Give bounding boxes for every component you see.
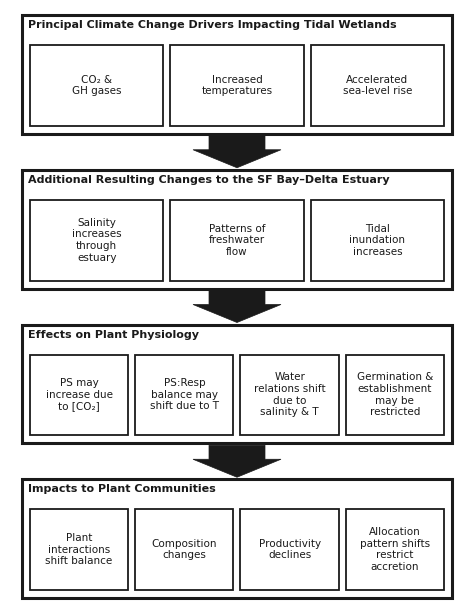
Text: PS:Resp
balance may
shift due to T: PS:Resp balance may shift due to T bbox=[150, 378, 219, 412]
Text: Patterns of
freshwater
flow: Patterns of freshwater flow bbox=[209, 224, 265, 257]
Bar bbox=[22, 325, 452, 443]
Bar bbox=[170, 200, 304, 280]
Text: PS may
increase due
to [CO₂]: PS may increase due to [CO₂] bbox=[46, 378, 113, 412]
Text: Accelerated
sea-level rise: Accelerated sea-level rise bbox=[343, 75, 412, 96]
Text: Principal Climate Change Drivers Impacting Tidal Wetlands: Principal Climate Change Drivers Impacti… bbox=[28, 20, 397, 30]
Bar bbox=[30, 510, 128, 590]
Text: Increased
temperatures: Increased temperatures bbox=[201, 75, 273, 96]
Text: Impacts to Plant Communities: Impacts to Plant Communities bbox=[28, 484, 216, 494]
Bar bbox=[22, 15, 452, 134]
Text: Tidal
inundation
increases: Tidal inundation increases bbox=[349, 224, 405, 257]
Bar bbox=[310, 45, 444, 126]
Bar bbox=[310, 200, 444, 280]
Bar bbox=[30, 354, 128, 435]
Text: CO₂ &
GH gases: CO₂ & GH gases bbox=[72, 75, 121, 96]
Bar bbox=[30, 45, 164, 126]
Bar bbox=[346, 354, 444, 435]
Bar bbox=[346, 510, 444, 590]
Polygon shape bbox=[193, 136, 281, 168]
Text: Plant
interactions
shift balance: Plant interactions shift balance bbox=[46, 533, 113, 566]
Bar bbox=[22, 170, 452, 289]
Bar bbox=[22, 479, 452, 598]
Text: Composition
changes: Composition changes bbox=[152, 539, 217, 561]
Polygon shape bbox=[193, 445, 281, 477]
Text: Productivity
declines: Productivity declines bbox=[258, 539, 321, 561]
Text: Salinity
increases
through
estuary: Salinity increases through estuary bbox=[72, 218, 121, 263]
Bar bbox=[170, 45, 304, 126]
Text: Allocation
pattern shifts
restrict
accretion: Allocation pattern shifts restrict accre… bbox=[360, 527, 430, 572]
Text: Germination &
establishment
may be
restricted: Germination & establishment may be restr… bbox=[357, 373, 433, 417]
Text: Effects on Plant Physiology: Effects on Plant Physiology bbox=[28, 330, 199, 339]
Bar bbox=[135, 510, 234, 590]
Bar bbox=[240, 354, 339, 435]
Text: Water
relations shift
due to
salinity & T: Water relations shift due to salinity & … bbox=[254, 373, 326, 417]
Bar bbox=[30, 200, 164, 280]
Polygon shape bbox=[193, 291, 281, 322]
Bar bbox=[135, 354, 234, 435]
Text: Additional Resulting Changes to the SF Bay–Delta Estuary: Additional Resulting Changes to the SF B… bbox=[28, 174, 390, 185]
Bar bbox=[240, 510, 339, 590]
